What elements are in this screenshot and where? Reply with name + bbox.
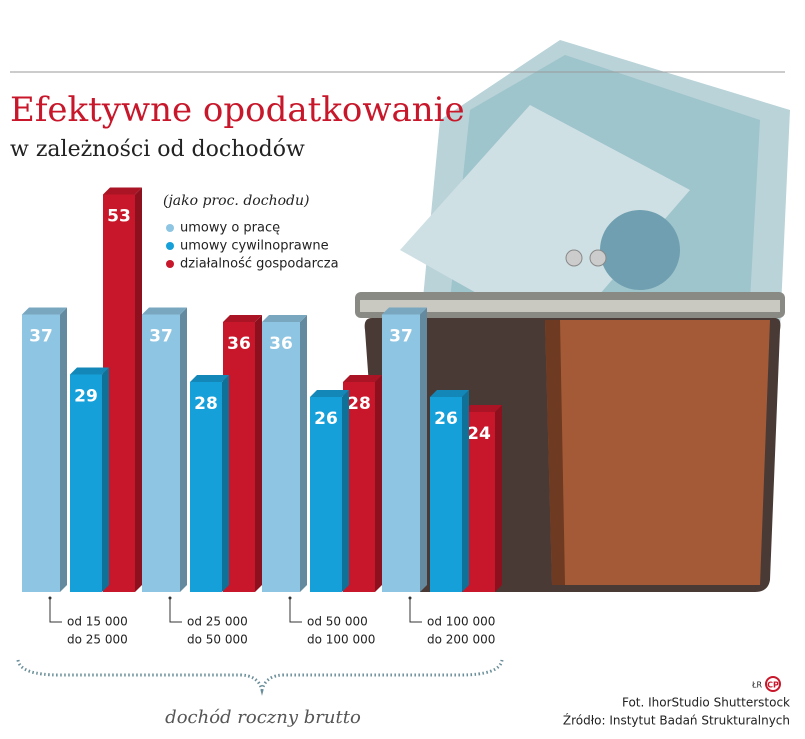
value-label: 37 [29,327,53,347]
legend-swatch [166,242,174,250]
bar-top [430,390,469,397]
value-label: 24 [467,424,491,444]
bar [262,322,300,592]
source: Źródło: Instytut Badań Strukturalnych [563,713,790,728]
x-tick-label: od 50 000 [307,615,368,629]
chart-subtitle: w zależności od dochodów [10,137,305,162]
bar-top [223,315,262,322]
logo2: CP [767,681,779,690]
value-label: 26 [314,409,338,429]
x-tick-label: do 50 000 [187,633,248,647]
legend-swatch [166,260,174,268]
bar-top [310,390,349,397]
value-label: 28 [347,394,371,414]
bar-side [60,307,67,592]
bar-side [255,315,262,592]
value-label: 26 [434,409,458,429]
bar [142,314,180,592]
x-tick-label: do 200 000 [427,633,495,647]
unit-note: (jako proc. dochodu) [163,193,309,209]
bar-side [342,390,349,592]
bar-side [180,307,187,592]
bar-top [70,367,109,375]
tick-line [169,598,182,623]
bar-top [343,375,382,382]
x-axis-label: dochód roczny brutto [165,707,361,728]
bar [70,374,102,592]
bar [22,314,60,592]
bar-top [103,187,142,195]
x-tick-label: do 25 000 [67,633,128,647]
value-label: 53 [107,207,131,227]
bar-side [420,307,427,592]
bar [310,397,342,592]
legend-label: działalność gospodarcza [180,257,339,272]
bar-side [222,375,229,592]
bar-top [22,307,67,315]
bar-side [102,367,109,592]
bar-top [262,315,307,322]
x-tick-label: od 15 000 [67,615,128,629]
bar-side [495,405,502,592]
bar-side [375,375,382,592]
bar [382,314,420,592]
photo [355,40,790,592]
x-tick-label: od 25 000 [187,615,248,629]
bar [190,382,222,592]
x-tick-label: do 100 000 [307,633,375,647]
value-label: 37 [149,327,173,347]
chart-title: Efektywne opodatkowanie [10,90,465,130]
bar-top [382,307,427,315]
tick-line [409,598,422,623]
bar-side [462,390,469,592]
value-label: 28 [194,394,218,414]
legend-label: umowy o pracę [180,221,280,236]
photo-credit: Fot. IhorStudio Shutterstock [622,696,790,710]
brace [16,659,504,696]
bar-side [135,187,142,592]
logo: ŁR [751,681,762,690]
bar-top [190,375,229,382]
bar-side [300,315,307,592]
bar-top [463,405,502,412]
tick-line [49,598,62,623]
x-tick-label: od 100 000 [427,615,495,629]
value-label: 37 [389,327,413,347]
value-label: 36 [227,334,251,354]
legend-label: umowy cywilnoprawne [180,239,329,254]
tick-line [289,598,302,623]
bar [430,397,462,592]
logo-circle [765,676,781,692]
value-label: 29 [74,387,98,407]
bar-top [142,307,187,315]
value-label: 36 [269,334,293,354]
legend-swatch [166,224,174,232]
